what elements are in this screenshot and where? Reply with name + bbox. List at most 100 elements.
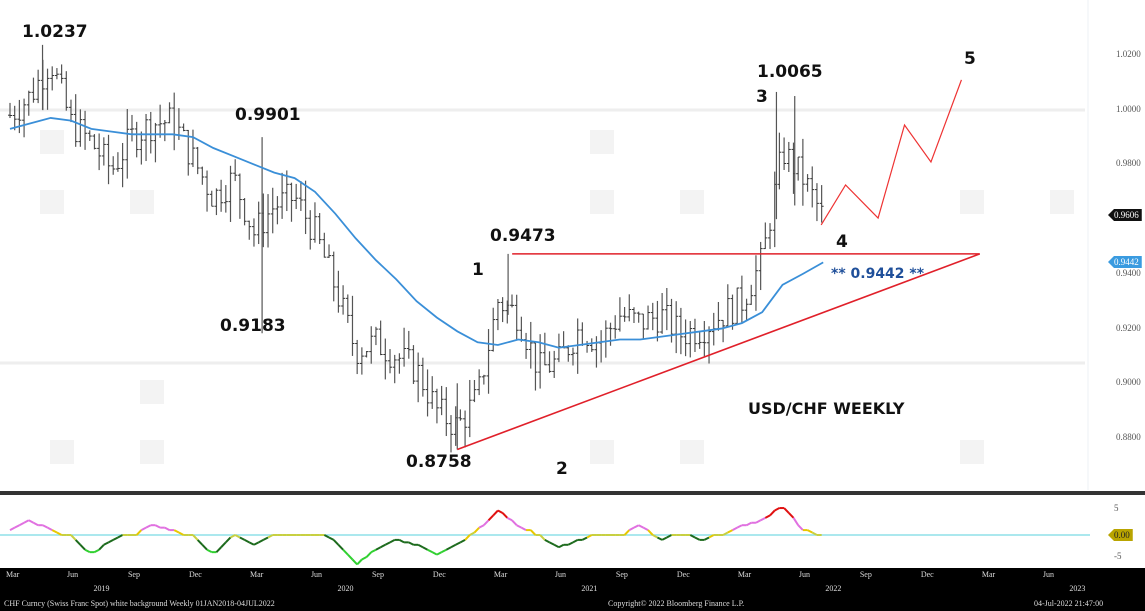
watermark-block (680, 190, 704, 214)
oscillator-segment (201, 544, 208, 551)
month-tick-label: Sep (859, 570, 872, 579)
watermark-block (960, 440, 984, 464)
watermark-block (40, 190, 64, 214)
year-tick-label: 2022 (825, 584, 842, 593)
panel-divider (0, 491, 1145, 495)
oscillator-segment (760, 516, 766, 522)
oscillator-segment (361, 556, 368, 561)
oscillator-segment (332, 539, 340, 546)
month-tick-label: Dec (920, 570, 934, 579)
oscillator-segment (112, 536, 119, 541)
oscillator-segment (666, 534, 672, 539)
price-tick-label: 0.9200 (1116, 322, 1141, 333)
oscillator-segment (140, 526, 147, 531)
oscillator-segment (638, 524, 644, 529)
oscillator-segment (774, 507, 780, 512)
label-wave2: 2 (556, 459, 568, 479)
oscillator-segment (93, 548, 100, 554)
month-tick-label: Dec (432, 570, 446, 579)
watermark-block (960, 190, 984, 214)
oscillator-segment (544, 539, 550, 544)
oscillator-segment (173, 529, 180, 534)
oscillator-segment (225, 536, 232, 544)
oscillator-segment (337, 544, 344, 551)
oscillator-segment (764, 514, 771, 519)
oscillator-segment (647, 529, 654, 536)
oscillator-segment (84, 548, 91, 554)
oscillator-segment (497, 509, 504, 514)
osc-tick-bottom: -5 (1114, 551, 1122, 561)
watermark-block (130, 190, 154, 214)
oscillator-segment (628, 526, 635, 531)
oscillator-segment (455, 541, 461, 546)
oscillator-segment (473, 526, 480, 534)
label-wave4: 4 (836, 232, 848, 252)
oscillator-segment (811, 531, 818, 536)
oscillator-segment (417, 543, 424, 549)
oscillator-segment (154, 524, 161, 529)
oscillator-segment (553, 543, 560, 549)
month-tick-label: Mar (737, 570, 752, 579)
price-tick-label: 0.9000 (1116, 377, 1141, 388)
oscillator-segment (9, 526, 16, 531)
oscillator-segment (661, 536, 668, 541)
oscillator-segment (389, 539, 396, 544)
label-ma-value: ** 0.9442 ** (831, 266, 925, 282)
oscillator-segment (722, 531, 729, 536)
oscillator-segment (558, 543, 565, 549)
oscillator-segment (487, 514, 494, 521)
month-tick-label: Dec (676, 570, 690, 579)
oscillator-segment (230, 534, 236, 539)
oscillator-segment (351, 558, 358, 566)
label-wave3-price: 1.0065 (757, 62, 823, 82)
watermark-block (50, 440, 74, 464)
oscillator-segment (220, 541, 227, 548)
oscillator-segment (398, 539, 405, 544)
price-tick-label: 0.9800 (1116, 158, 1141, 169)
oscillator-segment (164, 526, 170, 531)
oscillator-segment (483, 519, 490, 526)
oscillator-segment (408, 541, 414, 546)
oscillator-segment (792, 517, 800, 526)
footer-bar: Mar Jun Sep Dec Mar Jun Sep Dec Mar Jun Sep Dec Mar J… (0, 568, 1145, 611)
oscillator-segment (642, 526, 649, 531)
oscillator-segment (384, 541, 391, 546)
oscillator-segment (478, 524, 485, 529)
watermark-block (590, 190, 614, 214)
year-tick-label: 2019 (93, 584, 110, 593)
oscillator-segment (464, 534, 471, 541)
oscillator-segment (469, 531, 475, 536)
price-tick-label: 1.0000 (1116, 103, 1141, 114)
watermark-block (140, 380, 164, 404)
moving-average-line (9, 117, 824, 349)
oscillator-segment (196, 539, 204, 546)
osc-tick-top: 5 (1114, 503, 1119, 513)
osc-zero-tag: 0.00 (1108, 529, 1133, 541)
oscillator-segment (32, 521, 39, 527)
oscillator-segment (708, 534, 715, 539)
label-wave5: 5 (964, 49, 976, 69)
price-tick-label: 0.8800 (1116, 432, 1141, 442)
triangle-support-line (456, 253, 981, 451)
chart-title: USD/CHF WEEKLY (748, 399, 905, 418)
oscillator-segment (70, 534, 77, 541)
oscillator-segment (689, 534, 696, 539)
month-tick-label: Jun (1042, 570, 1054, 579)
oscillator-segment (807, 529, 813, 534)
watermark-block (590, 440, 614, 464)
footer-copyright: Copyright© 2022 Bloomberg Finance L.P. (608, 599, 745, 608)
price-tick-label: 0.9400 (1116, 267, 1141, 278)
oscillator-segment (652, 534, 658, 539)
oscillator-segment (380, 543, 386, 549)
oscillator-segment (244, 539, 250, 544)
oscillator-segment (258, 539, 264, 544)
oscillator-segment (623, 529, 631, 536)
oscillator-segment (427, 548, 433, 554)
month-tick-label: Mar (493, 570, 508, 579)
oscillator-segment (501, 512, 509, 519)
oscillator-segment (530, 529, 537, 536)
oscillator-segment (192, 534, 199, 541)
label-high-2020: 0.9901 (235, 105, 301, 125)
last-price-tag: 0.9606 (1108, 209, 1142, 221)
